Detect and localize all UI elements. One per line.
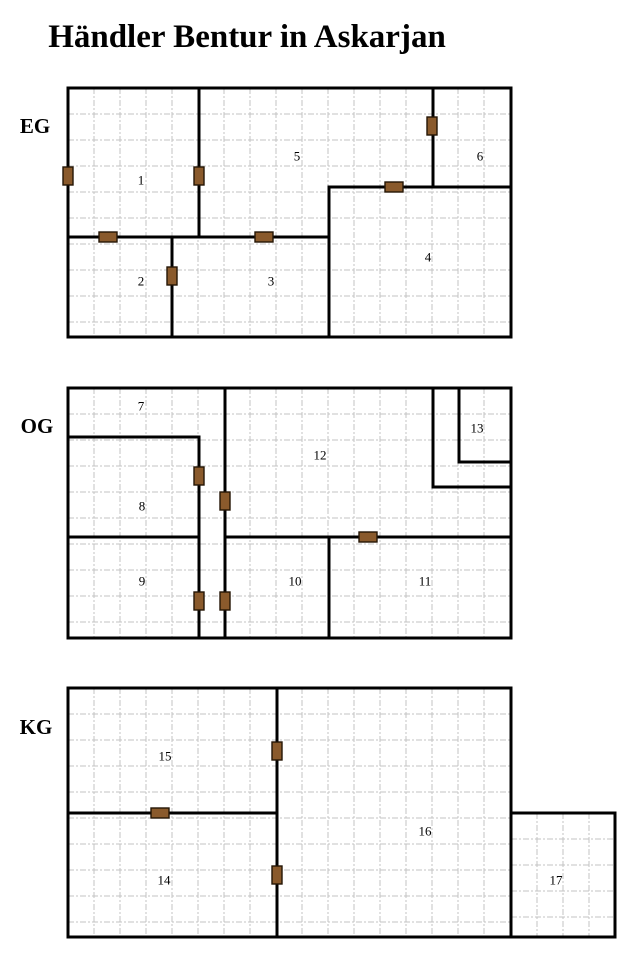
room-number-13: 13 [471,421,484,436]
room-number-11: 11 [419,574,432,589]
room-number-16: 16 [419,824,433,839]
floor-label-eg: EG [20,114,50,138]
room-number-5: 5 [294,149,301,164]
door-icon [62,166,74,186]
floor-og: 7 8 9 10 11 12 13 OG [21,386,513,640]
room-number-3: 3 [268,274,275,289]
grid-lines [68,388,511,638]
room-number-12: 12 [314,448,327,463]
floor-kg: 14 15 16 17 KG [20,686,617,939]
room-number-1: 1 [138,173,145,188]
outer-wall [66,386,513,640]
outer-wall [509,811,617,939]
grid-lines [511,813,615,937]
room-number-14: 14 [158,873,172,888]
room-number-6: 6 [477,149,484,164]
outer-wall [66,86,513,339]
room-number-10: 10 [289,574,302,589]
floor-eg: 1 2 3 4 5 6 EG [20,86,513,339]
room-number-9: 9 [139,574,146,589]
room-number-4: 4 [425,250,432,265]
floor-label-kg: KG [20,715,53,739]
door-icon [193,466,205,486]
door-icon [219,491,231,511]
door-icon [219,591,231,611]
door-icon [166,266,178,286]
page-title: Händler Bentur in Askarjan [48,19,446,55]
door-icon [193,591,205,611]
floor-label-og: OG [21,414,54,438]
door-icon [193,166,205,186]
door-icon [426,116,438,136]
room-number-15: 15 [159,749,172,764]
door-icon [358,531,378,543]
door-icon [271,741,283,761]
door-icon [271,865,283,885]
door-icon [98,231,118,243]
grid-lines [68,88,511,337]
room-number-7: 7 [138,399,145,414]
room-number-17: 17 [550,873,564,888]
door-icon [384,181,404,193]
door-icon [254,231,274,243]
door-icon [150,807,170,819]
room-number-2: 2 [138,274,145,289]
room-number-8: 8 [139,499,146,514]
